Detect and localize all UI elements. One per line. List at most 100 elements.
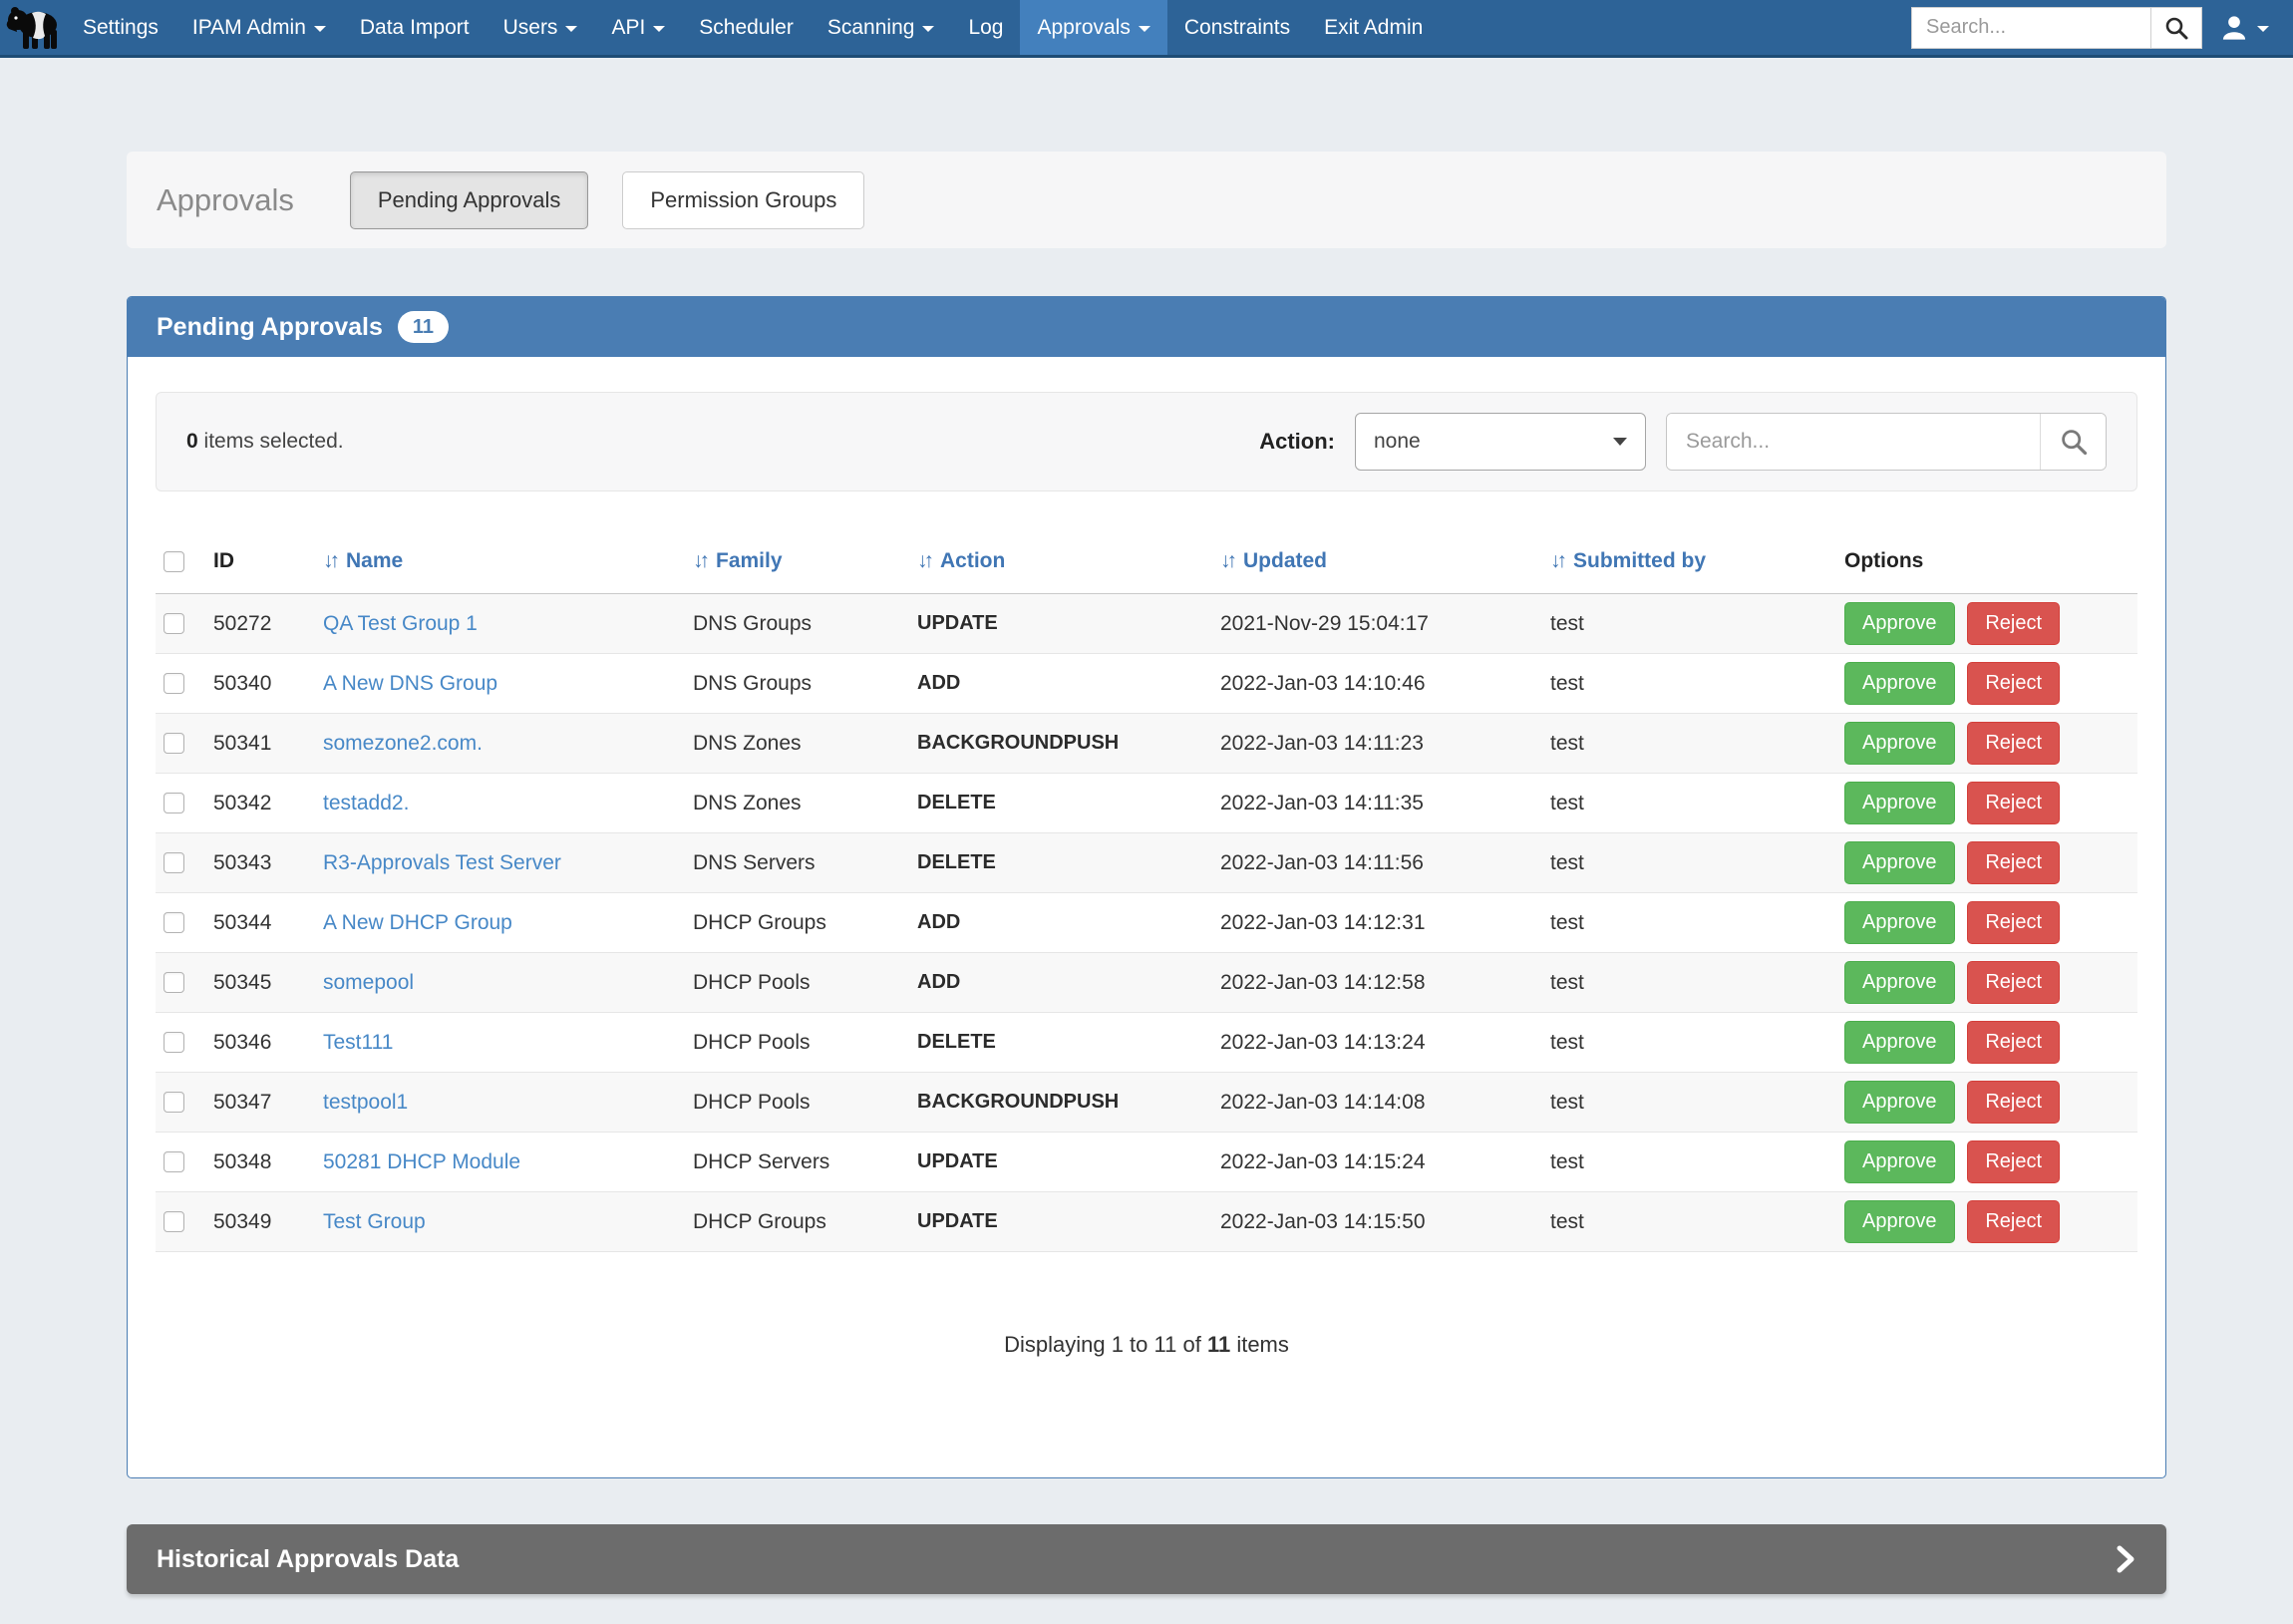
row-checkbox[interactable]	[164, 972, 184, 994]
table-search-button[interactable]	[2040, 414, 2106, 470]
nav-search-input[interactable]	[1911, 6, 2150, 49]
table-search-input[interactable]	[1667, 414, 2040, 470]
row-name-link[interactable]: testadd2.	[323, 791, 410, 814]
approve-button[interactable]: Approve	[1844, 961, 1955, 1004]
tab-permission-groups[interactable]: Permission Groups	[622, 170, 865, 229]
nav-item-ipam-admin[interactable]: IPAM Admin	[175, 0, 343, 55]
nav-item-constraints[interactable]: Constraints	[1167, 0, 1307, 55]
reject-button[interactable]: Reject	[1967, 602, 2061, 645]
row-family: DHCP Pools	[693, 1030, 811, 1054]
row-name-link[interactable]: QA Test Group 1	[323, 611, 478, 635]
nav-item-label: Exit Admin	[1324, 15, 1424, 39]
pending-approvals-header: Pending Approvals 11	[128, 297, 2165, 357]
nav-item-log[interactable]: Log	[951, 0, 1020, 55]
row-checkbox[interactable]	[164, 912, 184, 934]
reject-button[interactable]: Reject	[1967, 1081, 2061, 1124]
row-checkbox[interactable]	[164, 1211, 184, 1233]
row-checkbox[interactable]	[164, 1032, 184, 1054]
approve-button[interactable]: Approve	[1844, 841, 1955, 884]
bottom-spacer	[127, 1594, 2166, 1624]
row-submitted-by: test	[1550, 1030, 1584, 1054]
row-submitted-by: test	[1550, 1149, 1584, 1173]
row-name-link[interactable]: A New DNS Group	[323, 671, 498, 695]
row-updated: 2022-Jan-03 14:11:23	[1220, 731, 1424, 755]
nav-item-scheduler[interactable]: Scheduler	[682, 0, 811, 55]
row-checkbox[interactable]	[164, 733, 184, 755]
nav-item-scanning[interactable]: Scanning	[811, 0, 952, 55]
search-icon	[2165, 17, 2188, 39]
chevron-down-icon	[922, 26, 935, 32]
row-name-link[interactable]: somepool	[323, 970, 415, 994]
nav-search	[1911, 6, 2202, 49]
approve-button[interactable]: Approve	[1844, 662, 1955, 705]
reject-button[interactable]: Reject	[1967, 1200, 2061, 1243]
nav-item-users[interactable]: Users	[487, 0, 595, 55]
row-checkbox[interactable]	[164, 1092, 184, 1114]
reject-button[interactable]: Reject	[1967, 961, 2061, 1004]
sort-icon: ↓↑	[1220, 549, 1237, 572]
row-action: BACKGROUNDPUSH	[917, 1091, 1120, 1113]
column-header-name[interactable]: ↓↑ Name	[323, 549, 404, 572]
column-header-submitted-by[interactable]: ↓↑ Submitted by	[1550, 549, 1707, 572]
row-name-link[interactable]: A New DHCP Group	[323, 910, 512, 934]
reject-button[interactable]: Reject	[1967, 782, 2061, 824]
app-logo[interactable]	[0, 0, 66, 55]
tapir-logo-icon	[6, 6, 57, 49]
row-action: BACKGROUNDPUSH	[917, 732, 1120, 754]
row-action: DELETE	[917, 1031, 996, 1053]
page-title: Approvals	[157, 181, 294, 217]
row-checkbox[interactable]	[164, 852, 184, 874]
row-action: DELETE	[917, 851, 996, 873]
approve-button[interactable]: Approve	[1844, 901, 1955, 944]
nav-item-exit-admin[interactable]: Exit Admin	[1307, 0, 1440, 55]
column-header-updated[interactable]: ↓↑ Updated	[1220, 549, 1327, 572]
row-checkbox[interactable]	[164, 673, 184, 695]
approve-button[interactable]: Approve	[1844, 602, 1955, 645]
row-updated: 2022-Jan-03 14:13:24	[1220, 1030, 1426, 1054]
nav-item-settings[interactable]: Settings	[66, 0, 175, 55]
approvals-table-wrap: ID ↓↑ Name ↓↑ Family ↓↑ Action ↓↑ Updated ↓↑ Submi…	[156, 543, 2137, 1477]
historical-approvals-bar[interactable]: Historical Approvals Data	[127, 1524, 2166, 1594]
nav-item-approvals[interactable]: Approvals	[1020, 0, 1167, 55]
row-checkbox[interactable]	[164, 613, 184, 635]
approve-button[interactable]: Approve	[1844, 1021, 1955, 1064]
row-name-link[interactable]: R3-Approvals Test Server	[323, 850, 561, 874]
column-header-id: ID	[213, 549, 234, 572]
reject-button[interactable]: Reject	[1967, 662, 2061, 705]
approve-button[interactable]: Approve	[1844, 722, 1955, 765]
reject-button[interactable]: Reject	[1967, 722, 2061, 765]
row-family: DNS Groups	[693, 611, 813, 635]
approve-button[interactable]: Approve	[1844, 1200, 1955, 1243]
column-header-action[interactable]: ↓↑ Action	[917, 549, 1006, 572]
tab-pending-approvals[interactable]: Pending Approvals	[349, 170, 589, 229]
column-header-family[interactable]: ↓↑ Family	[693, 549, 783, 572]
approve-button[interactable]: Approve	[1844, 1140, 1955, 1183]
table-search	[1666, 413, 2107, 471]
reject-button[interactable]: Reject	[1967, 1021, 2061, 1064]
row-id: 50345	[213, 970, 272, 994]
select-all-checkbox[interactable]	[164, 550, 184, 572]
row-name-link[interactable]: Test111	[323, 1030, 394, 1054]
reject-button[interactable]: Reject	[1967, 901, 2061, 944]
row-family: DNS Groups	[693, 671, 813, 695]
action-select[interactable]: none	[1355, 413, 1646, 471]
row-checkbox[interactable]	[164, 1151, 184, 1173]
approve-button[interactable]: Approve	[1844, 782, 1955, 824]
row-name-link[interactable]: testpool1	[323, 1090, 409, 1114]
nav-item-api[interactable]: API	[594, 0, 682, 55]
row-updated: 2022-Jan-03 14:12:58	[1220, 970, 1426, 994]
row-checkbox[interactable]	[164, 793, 184, 814]
row-name-link[interactable]: 50281 DHCP Module	[323, 1149, 521, 1173]
nav-search-button[interactable]	[2150, 6, 2202, 49]
reject-button[interactable]: Reject	[1967, 841, 2061, 884]
approve-button[interactable]: Approve	[1844, 1081, 1955, 1124]
reject-button[interactable]: Reject	[1967, 1140, 2061, 1183]
row-submitted-by: test	[1550, 970, 1584, 994]
row-name-link[interactable]: Test Group	[323, 1209, 426, 1233]
row-updated: 2022-Jan-03 14:11:56	[1220, 850, 1424, 874]
chevron-down-icon	[653, 26, 666, 32]
user-menu[interactable]	[2220, 14, 2269, 42]
row-updated: 2022-Jan-03 14:15:24	[1220, 1149, 1426, 1173]
row-name-link[interactable]: somezone2.com.	[323, 731, 483, 755]
nav-item-data-import[interactable]: Data Import	[343, 0, 487, 55]
